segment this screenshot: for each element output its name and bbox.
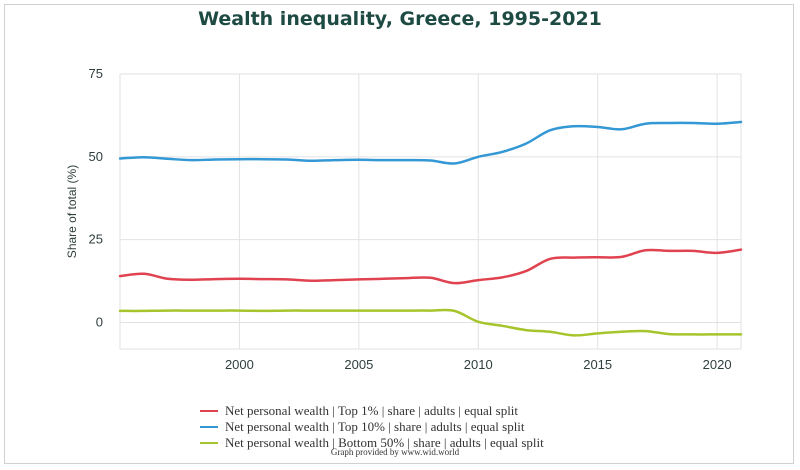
legend: Net personal wealth | Top 1% | share | a… [200, 403, 544, 451]
y-tick-label-25: 25 [89, 232, 103, 247]
grid-lines [119, 73, 742, 350]
legend-item-bottom50[interactable]: Net personal wealth | Bottom 50% | share… [200, 435, 544, 451]
x-tick-label-2015: 2015 [583, 357, 612, 372]
y-tick-labels: 0 25 50 75 [89, 66, 103, 329]
plot-area-border [119, 73, 742, 350]
series-line-bottom50[interactable] [118, 308, 743, 337]
chart-frame [4, 4, 794, 464]
y-tick-label-0: 0 [96, 314, 103, 329]
x-tick-label-2005: 2005 [344, 357, 373, 372]
legend-label-bottom50: Net personal wealth | Bottom 50% | share… [225, 435, 544, 450]
x-tick-label-2020: 2020 [703, 357, 732, 372]
x-tick-labels: 2000 2005 2010 2015 2020 [225, 357, 732, 372]
chart-title: Wealth inequality, Greece, 1995-2021 [198, 8, 602, 30]
legend-item-top10[interactable]: Net personal wealth | Top 10% | share | … [200, 419, 544, 435]
legend-swatch-top10 [200, 426, 218, 428]
x-tick-label-2010: 2010 [464, 357, 493, 372]
y-tick-label-50: 50 [89, 149, 103, 164]
y-tick-label-75: 75 [89, 66, 103, 81]
legend-label-top1: Net personal wealth | Top 1% | share | a… [225, 403, 519, 418]
x-tick-label-2000: 2000 [225, 357, 254, 372]
line-chart: 0 25 50 75 2000 2005 2010 2015 2020 Share of to… [65, 66, 743, 372]
legend-label-top10: Net personal wealth | Top 10% | share | … [225, 419, 525, 434]
legend-item-top1[interactable]: Net personal wealth | Top 1% | share | a… [200, 403, 544, 419]
legend-swatch-top1 [200, 410, 218, 412]
y-axis-title: Share of total (%) [65, 165, 79, 258]
series-line-top10[interactable] [118, 120, 743, 165]
legend-swatch-bottom50 [200, 442, 218, 444]
series-line-top1[interactable] [118, 248, 743, 285]
credit-text: Graph provided by www.wid.world [330, 447, 460, 457]
series-lines [118, 120, 743, 337]
